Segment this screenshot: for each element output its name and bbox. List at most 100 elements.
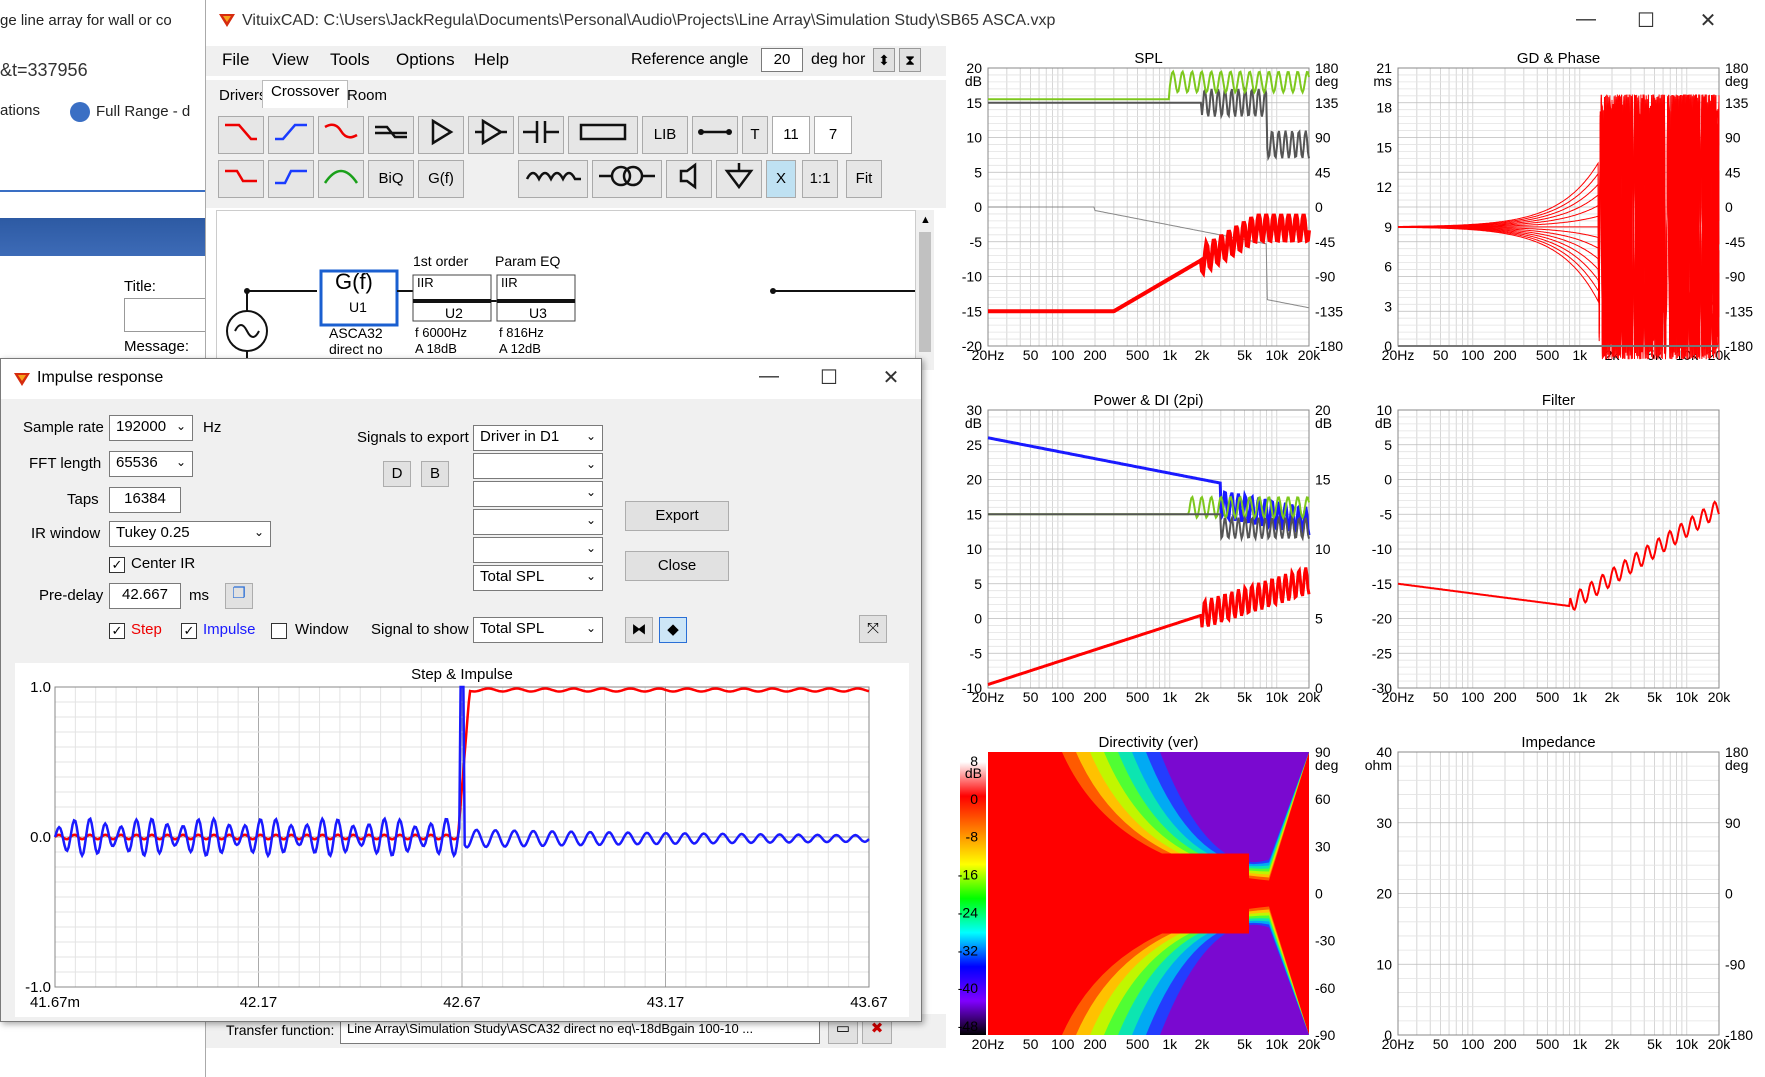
menu-tools[interactable]: Tools [330,50,370,69]
pre-delay-input[interactable]: 42.667 [109,583,181,609]
reference-angle-input[interactable]: 20 [761,48,803,72]
menu-view[interactable]: View [272,50,309,69]
export-signal-select-6[interactable]: Total SPL ⌄ [473,565,603,591]
expand-horizontal-icon[interactable]: ◆ [659,617,687,643]
transformer-icon[interactable] [592,160,662,198]
lib-button[interactable]: LIB [642,116,688,154]
export-signal-select-4[interactable]: ⌄ [473,509,603,535]
fullscreen-icon[interactable]: ⤧ [859,615,887,643]
gf-button[interactable]: G(f) [418,160,464,198]
bookmark-item[interactable]: ations [0,102,41,119]
spl-plot[interactable]: SPL 20Hz 50 100 200 500 1k 2k 5k 10k 20k 20 15 10 5 0-… [946,48,1351,378]
y-tick-label: 0 [1384,472,1392,488]
buffer-icon[interactable] [418,116,464,154]
filter-plot[interactable]: Filter 20Hz 50 100 200 500 1k 2k 5k 10k 20k 10 5 0 -5… [1356,390,1761,720]
window-checkbox[interactable] [271,623,287,639]
taps-input[interactable]: 16384 [109,487,181,513]
di-curve-red [987,566,1311,686]
export-signal-select-2[interactable]: ⌄ [473,453,603,479]
step-impulse-plot[interactable]: Step & Impulse 41.67m 42.17 42.67 43.17 43.67… [15,663,909,1017]
notch-red-icon[interactable] [318,116,364,154]
power-di-plot[interactable]: Power & DI (2pi) 20Hz 50 100 200 500 1k 2k 5k 10… [946,390,1351,720]
export-signal-select-3[interactable]: ⌄ [473,481,603,507]
x-tick-label: 500 [1126,689,1150,705]
tab-drivers[interactable]: Drivers [219,87,267,104]
schematic-canvas[interactable]: G(f) U1 ASCA32 direct no 1st order IIR U… [216,210,916,370]
dialog-close-icon[interactable]: ✕ [882,367,900,389]
zoom-1to1-button[interactable]: 1:1 [802,160,838,198]
sample-rate-select[interactable]: 192000 ⌄ [109,415,193,441]
y-tick-label: 6 [1384,259,1392,275]
lowpass-red-icon[interactable] [218,116,264,154]
directivity-plot[interactable]: Directivity (ver) 20Hz 50 100 200 500 1k 2k 5k 1… [946,732,1351,1067]
menu-help[interactable]: Help [474,50,509,69]
t-button[interactable]: T [742,116,768,154]
biquad-button[interactable]: BiQ [368,160,414,198]
gd-phase-plot[interactable]: GD & Phase 20Hz 50 100 200 500 1k 2k 5k 10k 20k 21… [1356,48,1761,378]
u2-label[interactable]: U2 [445,305,463,321]
browser-url[interactable]: &t=337956 [0,60,88,80]
x-tick-label: 5k [1647,689,1663,705]
d-button[interactable]: D [383,461,411,487]
x-tick-label: 500 [1536,1036,1560,1052]
scale-unit-label: dB [965,765,982,781]
delete-x-button[interactable]: X [766,160,796,198]
export-button[interactable]: Export [625,501,729,531]
fft-length-select[interactable]: 65536 ⌄ [109,451,193,477]
capacitor-icon[interactable] [518,116,564,154]
copy-icon[interactable]: ❐ [225,583,253,609]
close-window-button[interactable]: ✕ [1699,10,1717,32]
bandpass-green-icon[interactable] [318,160,364,198]
dialog-minimize-button[interactable]: — [759,365,779,387]
u3-label[interactable]: U3 [529,305,547,321]
scroll-thumb[interactable] [919,232,931,352]
inductor-icon[interactable] [518,160,588,198]
y2-tick-label: 90 [1315,744,1331,760]
browser-tab-title[interactable]: ge line array for wall or co [0,12,172,29]
scroll-up-icon[interactable]: ▲ [920,214,931,226]
x-tick-label: 2k [1195,347,1211,363]
folder-icon[interactable]: ▭ [828,1018,858,1044]
close-button[interactable]: Close [625,551,729,581]
title-input[interactable] [124,298,210,332]
gf-block-label[interactable]: G(f) [335,269,373,294]
angle-reset-icon[interactable]: ⧗ [899,48,921,72]
ir-window-select[interactable]: Tukey 0.25 ⌄ [109,521,271,547]
resistor-icon[interactable] [568,116,638,154]
step-checkbox[interactable]: ✓ [109,623,125,639]
dialog-maximize-button[interactable]: ☐ [820,367,838,389]
speaker-icon[interactable] [666,160,712,198]
menu-options[interactable]: Options [396,50,455,69]
grid-y-input[interactable]: 7 [814,116,852,154]
opamp-icon[interactable] [468,116,514,154]
ground-icon[interactable] [716,160,762,198]
x-tick-label: 500 [1536,689,1560,705]
fit-button[interactable]: Fit [846,160,882,198]
export-signal-select-5[interactable]: ⌄ [473,537,603,563]
y2-tick-label: 90 [1315,130,1331,146]
tab-room[interactable]: Room [347,87,388,104]
menu-file[interactable]: File [222,50,250,69]
lowpass2-red-icon[interactable] [218,160,264,198]
maximize-button[interactable]: ☐ [1637,10,1655,32]
impulse-checkbox[interactable]: ✓ [181,623,197,639]
y2-tick-label: -180 [1725,338,1753,354]
tab-crossover[interactable]: Crossover [262,80,349,108]
schematic-scrollbar[interactable]: ▲ [916,210,934,370]
y-unit-label: dB [965,415,982,431]
highpass-blue-icon[interactable] [268,116,314,154]
shrink-horizontal-icon[interactable]: ⧓ [625,617,653,643]
signal-show-select[interactable]: Total SPL ⌄ [473,617,603,643]
block3-title: Param EQ [495,253,561,269]
wire-icon[interactable] [692,116,738,154]
minimize-button[interactable]: — [1576,8,1596,30]
highpass2-blue-icon[interactable] [268,160,314,198]
bookmark-full-range[interactable]: Full Range - d [70,102,190,122]
shelf-icon[interactable] [368,116,414,154]
b-button[interactable]: B [421,461,449,487]
grid-x-input[interactable]: 11 [772,116,810,154]
angle-spin-icon[interactable]: ⬍ [873,48,895,72]
export-signal-select-1[interactable]: Driver in D1 ⌄ [473,425,603,451]
center-ir-checkbox[interactable]: ✓ [109,557,125,573]
impedance-plot[interactable]: Impedance 20Hz 50 100 200 500 1k 2k 5k 10k 20k 40 3… [1356,732,1761,1067]
